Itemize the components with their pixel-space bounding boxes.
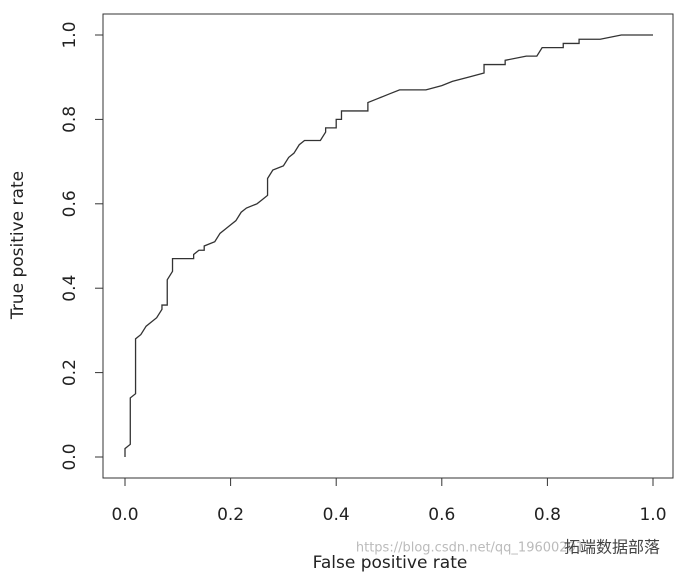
x-axis-title: False positive rate [313,553,468,573]
y-tick-label: 0.8 [60,106,80,133]
plot-box [102,13,674,479]
y-axis-title: True positive rate [8,171,28,320]
y-tick-label: 1.0 [60,21,80,48]
x-tick-label: 1.0 [639,505,666,525]
x-tick-label: 0.0 [111,505,138,525]
watermark: https://blog.csdn.net/qq_19600291 [356,541,584,556]
x-tick-label: 0.2 [217,505,244,525]
y-tick-label: 0.4 [60,275,80,302]
x-tick-label: 0.8 [534,505,561,525]
x-tick-label: 0.4 [323,505,350,525]
roc-curve [124,34,653,457]
y-tick-label: 0.6 [60,190,80,217]
x-tick-label: 0.6 [428,505,455,525]
y-tick-label: 0.2 [60,359,80,386]
brand: 拓端数据部落 [564,538,660,557]
y-tick-label: 0.0 [60,443,80,470]
